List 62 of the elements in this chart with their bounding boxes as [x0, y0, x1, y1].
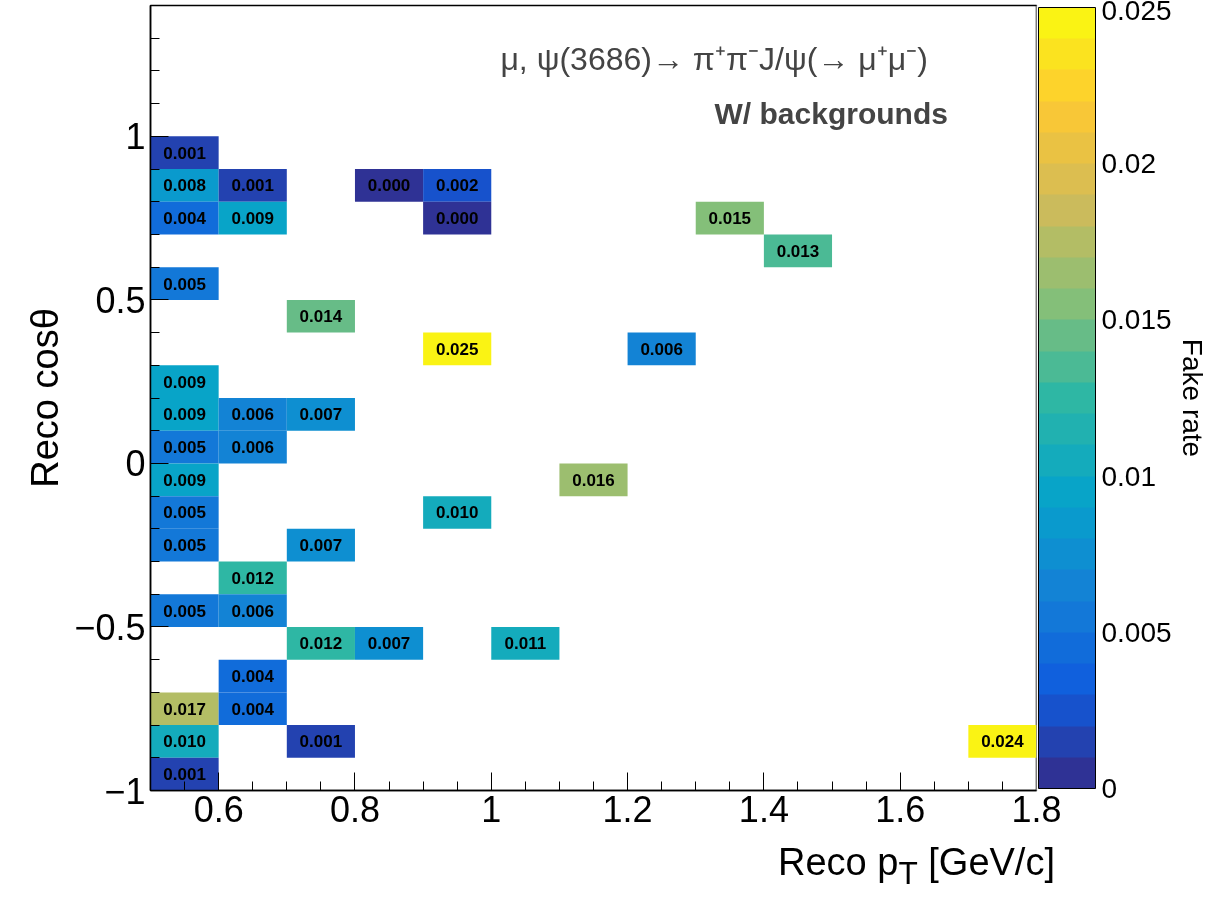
data-label: 0.006	[231, 405, 275, 425]
data-label: 0.009	[163, 405, 206, 425]
data-label: 0.002	[435, 176, 479, 196]
color-bar-label: 0.02	[1101, 148, 1156, 180]
data-label: 0.007	[299, 536, 343, 556]
data-label: 0.010	[435, 503, 479, 523]
text: μ, ψ(3686)→ π⁺π⁻J/ψ(→ μ⁺μ⁻)	[500, 41, 928, 78]
data-label: 0.009	[163, 372, 206, 392]
color-bar-label: 0.005	[1101, 616, 1172, 648]
x-tick-label: 0.6	[193, 788, 244, 830]
data-label: 0.012	[299, 634, 343, 654]
data-label: 0.001	[163, 143, 206, 163]
x-tick-label: 1.2	[602, 788, 653, 830]
data-label: 0.001	[231, 176, 275, 196]
color-bar-label: 0.015	[1101, 304, 1172, 336]
data-label: 0.004	[163, 209, 207, 229]
x-tick-label: 1	[481, 788, 502, 830]
data-label: 0.009	[231, 209, 275, 229]
data-label: 0.015	[708, 209, 752, 229]
color-bar-label: 0.01	[1101, 460, 1156, 492]
data-label: 0.005	[163, 536, 206, 556]
data-label: 0.009	[163, 470, 206, 490]
data-label: 0.005	[163, 274, 206, 294]
x-tick-label: 1.8	[1011, 788, 1062, 830]
data-label: 0.016	[572, 470, 615, 490]
y-tick-label: −1	[104, 770, 146, 812]
data-label: 0.012	[231, 568, 275, 588]
color-bar-title: Fake rate	[1176, 338, 1208, 458]
data-label: 0.011	[504, 634, 547, 654]
data-label: 0.004	[231, 699, 275, 719]
data-label: 0.006	[640, 339, 683, 359]
y-tick-label: 0.5	[95, 279, 146, 321]
x-tick-label: 0.8	[329, 788, 380, 830]
data-label: 0.010	[163, 732, 206, 752]
data-label: 0.000	[435, 209, 479, 229]
x-axis-title: Reco p$_{T}$ [GeV/c]	[777, 840, 1055, 893]
data-label: 0.001	[299, 732, 343, 752]
data-label: 0.000	[367, 176, 411, 196]
y-tick-label: 1	[125, 116, 146, 158]
data-label: 0.005	[163, 503, 206, 523]
data-label: 0.017	[163, 699, 206, 719]
data-label: 0.005	[163, 601, 206, 621]
color-bar-label: 0	[1101, 773, 1118, 804]
data-label: 0.008	[163, 176, 206, 196]
y-axis-title: Reco cosθ	[24, 308, 67, 488]
x-tick-label: 1.4	[738, 788, 789, 830]
data-label: 0.004	[231, 667, 275, 687]
y-tick-label: 0	[125, 443, 146, 485]
text: W/ backgrounds	[714, 96, 948, 130]
x-tick-label: 1.6	[875, 788, 926, 830]
data-label: 0.005	[163, 438, 206, 458]
data-label: 0.013	[776, 241, 820, 261]
data-label: 0.014	[299, 307, 343, 327]
data-label: 0.007	[299, 405, 343, 425]
data-label: 0.006	[231, 601, 275, 621]
data-label: 0.007	[367, 634, 411, 654]
color-bar-label: 0.025	[1101, 0, 1172, 26]
y-tick-label: −0.5	[74, 606, 146, 648]
data-label: 0.024	[981, 732, 1025, 752]
data-label: 0.025	[435, 339, 479, 359]
data-label: 0.001	[163, 765, 206, 785]
data-label: 0.006	[231, 438, 275, 458]
